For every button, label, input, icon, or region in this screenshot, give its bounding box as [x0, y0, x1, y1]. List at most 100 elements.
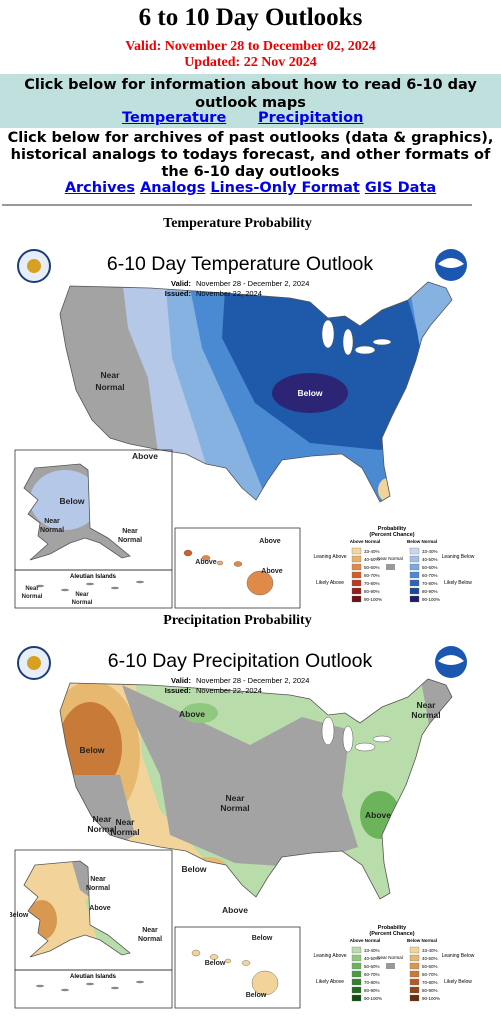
- legend-swatch: [386, 963, 395, 969]
- legend-range: 40-50%: [422, 956, 438, 961]
- info-text: Click below for information about how to…: [24, 77, 477, 111]
- legend-range: 80-90%: [422, 988, 438, 993]
- region-label: Normal: [220, 803, 249, 813]
- legend-range: 33-40%: [422, 549, 438, 554]
- legend-swatch: [409, 547, 420, 555]
- legend-range: 90-100%: [422, 597, 440, 602]
- hawaii-island: [191, 949, 201, 957]
- noaa-logo-bird: [438, 655, 464, 665]
- legend-swatch: [409, 946, 420, 954]
- legend-above: Above Normal: [350, 539, 381, 544]
- island: [61, 588, 69, 592]
- legend-below: Below Normal: [407, 938, 437, 943]
- legend-range: 33-40%: [422, 948, 438, 953]
- valid-dates: Valid: November 28 to December 02, 2024: [125, 39, 376, 54]
- island: [36, 984, 44, 988]
- hawaii-island: [216, 560, 224, 566]
- region-label: Above: [179, 709, 205, 719]
- precipitation-map[interactable]: Aleutian Islands 6-10 Day Precipitation O…: [10, 635, 475, 1010]
- region-label: Below: [59, 496, 84, 506]
- island: [86, 582, 94, 586]
- precipitation-heading: Precipitation Probability: [163, 613, 312, 628]
- region-label: Above: [89, 905, 111, 912]
- legend-range: 70-80%: [422, 581, 438, 586]
- legend-swatch: [386, 564, 395, 570]
- lines-only-link[interactable]: Lines-Only Format: [210, 180, 360, 196]
- legend-range: 60-70%: [364, 972, 380, 977]
- archives-links: Archives Analogs Lines-Only Format GIS D…: [0, 180, 501, 196]
- hawaii-island: [246, 570, 274, 596]
- precipitation-link[interactable]: Precipitation: [258, 110, 364, 126]
- info-box: Click below for information about how to…: [0, 74, 501, 128]
- legend-range: 70-80%: [422, 980, 438, 985]
- legend-title: Probability: [378, 526, 407, 532]
- legend-left-bottom: Likely Above: [316, 580, 344, 586]
- legend-range: 80-90%: [364, 988, 380, 993]
- temperature-map[interactable]: Aleutian Islands 6-10 Day Temperature Out…: [10, 238, 475, 610]
- legend-swatch: [409, 587, 420, 595]
- region-label: Below: [181, 864, 206, 874]
- legend-swatch: [351, 587, 362, 595]
- hawaii-island: [209, 954, 219, 960]
- region-label: Above: [365, 810, 391, 820]
- aleutian-label: Aleutian Islands: [70, 974, 117, 980]
- region-shade: [122, 685, 358, 867]
- archives-link[interactable]: Archives: [64, 180, 135, 196]
- region-label: Normal: [95, 382, 124, 392]
- temperature-link[interactable]: Temperature: [122, 110, 227, 126]
- legend-swatch: [351, 946, 362, 954]
- legend-swatch: [351, 555, 362, 563]
- valid-label: Valid:: [171, 676, 191, 685]
- valid-label: Valid:: [171, 279, 191, 288]
- region-label: Normal: [72, 600, 93, 606]
- region-label: Above: [195, 559, 217, 566]
- region-label: Near: [25, 586, 39, 592]
- region-label: Near: [142, 927, 158, 934]
- region-shade: [30, 470, 100, 530]
- updated-date: Updated: 22 Nov 2024: [184, 55, 317, 70]
- temperature-heading: Temperature Probability: [163, 216, 312, 231]
- legend-swatch: [351, 579, 362, 587]
- region-label: Normal: [22, 594, 43, 600]
- commerce-logo-inner: [27, 259, 41, 273]
- hawaii-inset: [174, 926, 301, 1009]
- legend-swatch: [409, 555, 420, 563]
- legend-right-top: Leaning Below: [442, 554, 475, 560]
- legend-left-top: Leaning Above: [313, 953, 346, 959]
- legend-right-top: Leaning Below: [442, 953, 475, 959]
- region-shade: [272, 373, 348, 413]
- island: [61, 988, 69, 992]
- analogs-link[interactable]: Analogs: [140, 180, 206, 196]
- commerce-logo-inner: [27, 656, 41, 670]
- region-label: Normal: [40, 527, 64, 534]
- valid-dates: November 28 - December 2, 2024: [196, 279, 309, 288]
- island: [111, 586, 119, 590]
- legend-near: Near Normal: [377, 556, 403, 561]
- legend-range: 50-60%: [422, 964, 438, 969]
- alaska-outline: [23, 463, 131, 561]
- archives-text: Click below for archives of past outlook…: [7, 130, 494, 180]
- legend-swatch: [409, 970, 420, 978]
- issued-label: Issued:: [165, 686, 191, 695]
- island: [136, 980, 144, 984]
- legend-range: 90-100%: [422, 996, 440, 1001]
- hawaii-island: [183, 549, 193, 557]
- region-label: Below: [79, 745, 104, 755]
- lake: [372, 338, 392, 346]
- hawaii-island: [233, 561, 243, 567]
- region-label: Near: [101, 370, 121, 380]
- divider: [2, 204, 472, 206]
- legend-range: 40-50%: [364, 956, 380, 961]
- legend-range: 70-80%: [364, 581, 380, 586]
- island: [86, 982, 94, 986]
- region-label: Normal: [87, 824, 116, 834]
- region-label: Normal: [110, 827, 139, 837]
- region-label: Near: [122, 528, 138, 535]
- hawaii-island: [251, 970, 279, 996]
- legend-swatch: [351, 978, 362, 986]
- hawaii-island: [201, 555, 211, 561]
- gis-data-link[interactable]: GIS Data: [364, 180, 437, 196]
- legend-swatch: [409, 994, 420, 1002]
- alaska-outline: [23, 860, 131, 958]
